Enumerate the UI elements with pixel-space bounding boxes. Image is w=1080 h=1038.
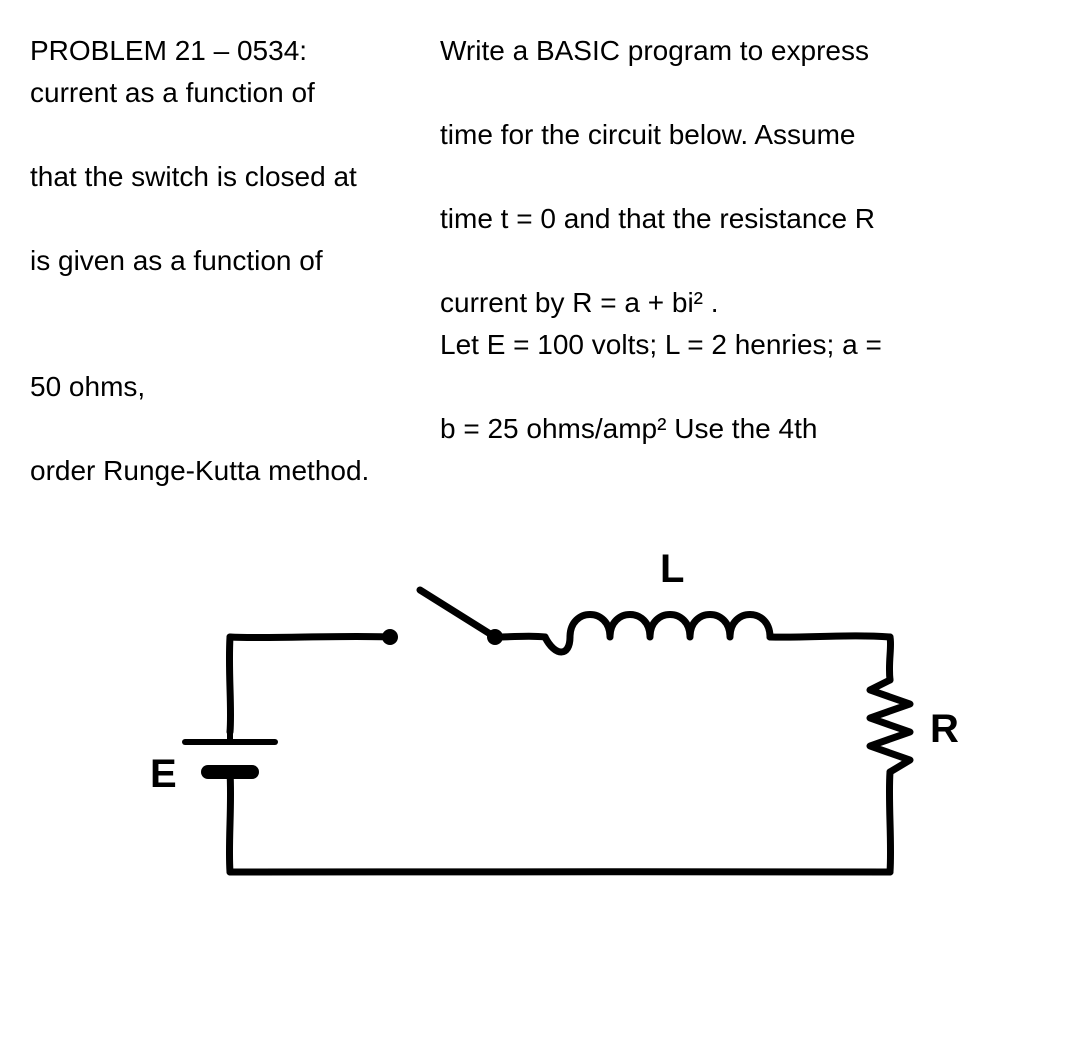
problem-text-line: that the switch is closed at xyxy=(30,156,440,198)
circuit-diagram: E L R xyxy=(30,542,1050,902)
problem-text-line: 50 ohms, xyxy=(30,366,440,408)
problem-text-line: time for the circuit below. Assume xyxy=(440,114,1050,156)
problem-text-line: is given as a function of xyxy=(30,240,440,282)
problem-text-line: order Runge-Kutta method. xyxy=(30,450,440,492)
problem-text-line: Write a BASIC program to express xyxy=(440,30,1050,72)
problem-number: PROBLEM 21 – 0534: xyxy=(30,30,440,72)
problem-text-line: time t = 0 and that the resistance R xyxy=(440,198,1050,240)
label-L: L xyxy=(660,547,684,591)
problem-text-line: Let E = 100 volts; L = 2 henries; a = xyxy=(440,324,1050,366)
label-R: R xyxy=(930,707,959,751)
problem-text-line: current as a function of xyxy=(30,72,440,114)
label-E: E xyxy=(150,752,177,796)
circuit-svg: E L R xyxy=(90,542,990,902)
problem-text-line: b = 25 ohms/amp² Use the 4th xyxy=(440,408,1050,450)
problem-text: PROBLEM 21 – 0534: Write a BASIC program… xyxy=(30,30,1050,492)
problem-text-line: current by R = a + bi² . xyxy=(440,282,1050,324)
